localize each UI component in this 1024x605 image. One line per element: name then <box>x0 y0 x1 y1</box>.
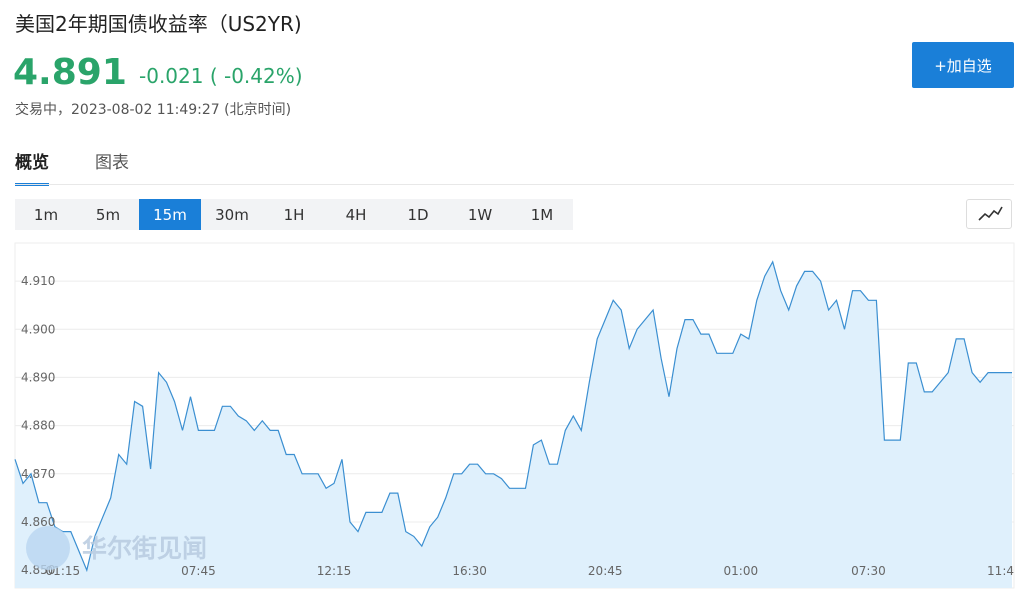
interval-button[interactable]: 1m <box>33 205 59 224</box>
price: 4.891 <box>13 52 127 93</box>
watermark-logo <box>26 526 70 570</box>
y-tick-label: 4.870 <box>21 467 55 481</box>
y-tick-label: 4.880 <box>21 419 55 433</box>
add-watchlist-button[interactable]: +加自选 <box>912 42 1014 88</box>
area <box>15 261 1012 588</box>
interval-button[interactable]: 1M <box>530 205 554 224</box>
x-tick-label: 12:15 <box>317 564 352 578</box>
interval-bar: 1m 5m 15m 30m 1H 4H 1D 1W 1M <box>15 199 573 230</box>
watermark: 华尔街见闻 <box>82 534 207 563</box>
separator <box>15 184 1014 185</box>
x-tick-label: 11:4 <box>987 564 1014 578</box>
interval-button[interactable]: 4H <box>345 205 367 224</box>
y-tick-label: 4.860 <box>21 515 55 529</box>
x-tick-label: 07:45 <box>181 564 216 578</box>
change: -0.021 ( -0.42%) <box>139 64 303 88</box>
chart-style-button[interactable] <box>966 199 1012 229</box>
line <box>14 260 1012 573</box>
interval-button[interactable]: 1W <box>467 205 493 224</box>
interval-button[interactable]: 5m <box>95 205 121 224</box>
y-tick-label: 4.910 <box>21 274 55 288</box>
x-tick-label: 07:30 <box>851 564 886 578</box>
x-tick-label: 16:30 <box>452 564 487 578</box>
x-tick-label: 20:45 <box>588 564 623 578</box>
interval-button[interactable]: 30m <box>215 205 249 224</box>
x-tick-label: 01:00 <box>724 564 759 578</box>
tab[interactable]: 图表 <box>95 153 129 173</box>
y-tick-label: 4.900 <box>21 322 55 336</box>
chart-style-icon <box>978 206 1003 221</box>
interval-button[interactable]: 15m <box>139 199 201 230</box>
status: 交易中，2023-08-02 11:49:27 (北京时间) <box>15 102 292 118</box>
title: 美国2年期国债收益率（US2YR) <box>15 12 302 36</box>
interval-button[interactable]: 1H <box>283 205 305 224</box>
y-tick-label: 4.890 <box>21 370 55 384</box>
interval-button[interactable]: 1D <box>407 205 429 224</box>
